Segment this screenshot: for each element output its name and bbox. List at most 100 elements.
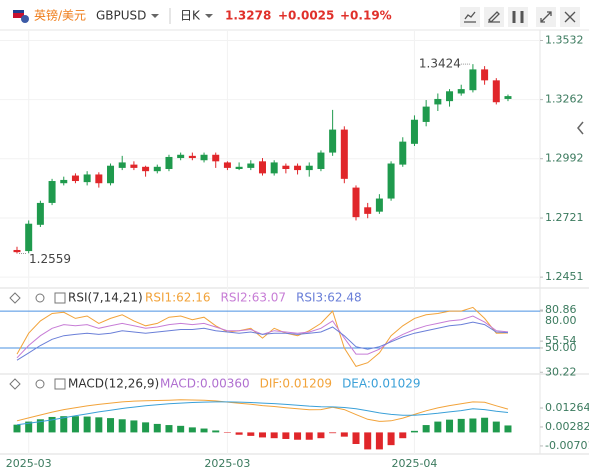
candle-body bbox=[107, 165, 115, 184]
legend-entry: RSI1:62.16 bbox=[145, 291, 211, 305]
candle-body bbox=[399, 141, 407, 165]
histogram-bar bbox=[223, 432, 231, 433]
x-tick-label: 2025-03 bbox=[6, 457, 52, 470]
histogram-bar bbox=[142, 422, 150, 433]
y-tick-label: 30.22 bbox=[545, 365, 577, 378]
histogram-bar bbox=[504, 425, 512, 433]
interval[interactable]: 日K bbox=[180, 9, 201, 23]
gear-icon[interactable] bbox=[35, 293, 45, 303]
gear-icon[interactable] bbox=[35, 379, 45, 389]
y-tick-label: 0.00282 bbox=[545, 420, 589, 433]
y-tick-label: 1.2721 bbox=[545, 211, 584, 224]
y-tick-label: 55.54 bbox=[545, 334, 577, 347]
y-tick-label: 80.00 bbox=[545, 314, 577, 327]
candle-body bbox=[481, 69, 489, 81]
histogram-bar bbox=[107, 418, 115, 433]
rsi-settings bbox=[9, 292, 66, 390]
eye-icon[interactable] bbox=[9, 378, 21, 390]
candle-body bbox=[118, 162, 126, 168]
histogram-bar bbox=[294, 432, 302, 440]
collapse-arrow[interactable] bbox=[577, 121, 584, 135]
histogram-bar bbox=[177, 425, 185, 433]
y-tick-label: 1.2451 bbox=[545, 270, 584, 283]
candle-body bbox=[71, 175, 79, 182]
dropdown-arrow[interactable] bbox=[205, 14, 213, 18]
dropdown-arrow[interactable] bbox=[151, 14, 159, 18]
candle-body bbox=[364, 207, 372, 214]
candle-body bbox=[83, 174, 91, 183]
flag-icon bbox=[13, 10, 29, 23]
symbol-name[interactable]: 英镑/美元 bbox=[34, 8, 86, 23]
histogram-bar bbox=[83, 416, 91, 433]
y-tick-label: 1.3262 bbox=[545, 93, 584, 106]
candle-icon[interactable] bbox=[512, 11, 524, 23]
x-tick-label: 2025-03 bbox=[204, 457, 250, 470]
rsi-title: RSI(7,14,21) bbox=[68, 291, 143, 305]
candle-body bbox=[504, 96, 512, 99]
candle-body bbox=[352, 187, 360, 218]
histogram-bar bbox=[36, 419, 44, 433]
series-line bbox=[16, 306, 509, 367]
legend-entry: DEA:0.01029 bbox=[342, 377, 421, 391]
histogram-bar bbox=[270, 432, 278, 439]
candle-body bbox=[434, 98, 442, 105]
legend-entry: MACD:0.00360 bbox=[160, 377, 250, 391]
histogram-bar bbox=[25, 421, 33, 433]
min-label: 1.2559 bbox=[29, 252, 71, 266]
candle-body bbox=[13, 249, 21, 253]
legend-entry: RSI3:62.48 bbox=[296, 291, 362, 305]
y-tick-label: 50.00 bbox=[545, 341, 577, 354]
series-line bbox=[16, 401, 509, 426]
histogram-bar bbox=[48, 416, 56, 433]
candle-body bbox=[469, 69, 477, 91]
series-line bbox=[16, 321, 509, 361]
x-tick-label: 2025-04 bbox=[391, 457, 437, 470]
histogram-bar bbox=[165, 425, 173, 433]
legend-entry: DIF:0.01209 bbox=[260, 377, 332, 391]
symbol-code[interactable]: GBPUSD bbox=[96, 9, 146, 23]
histogram-bar bbox=[375, 432, 383, 450]
series-line bbox=[16, 399, 509, 422]
candle-body bbox=[153, 166, 161, 172]
change: +0.0025 bbox=[278, 9, 334, 23]
histogram-bar bbox=[329, 432, 337, 434]
candle-body bbox=[95, 174, 103, 184]
histogram-bar bbox=[364, 432, 372, 450]
histogram-bar bbox=[95, 417, 103, 433]
candle-body bbox=[492, 80, 500, 103]
candle-body bbox=[165, 156, 173, 169]
histogram-bar bbox=[282, 432, 290, 439]
histogram-bar bbox=[212, 430, 220, 433]
candle-body bbox=[177, 154, 185, 159]
close-icon[interactable] bbox=[564, 11, 576, 23]
candle-body bbox=[446, 91, 454, 102]
histogram-bar bbox=[118, 419, 126, 433]
candle-body bbox=[48, 181, 56, 203]
histogram-bar bbox=[200, 428, 208, 433]
eye-icon[interactable] bbox=[9, 292, 21, 304]
histogram-bar bbox=[235, 432, 243, 435]
candle-body bbox=[258, 161, 266, 174]
tool-button[interactable] bbox=[484, 7, 504, 27]
indicator-icon[interactable] bbox=[464, 11, 476, 23]
histogram-bar bbox=[317, 432, 325, 439]
candle-body bbox=[294, 165, 302, 171]
histogram-bar bbox=[247, 432, 255, 436]
tool-button[interactable] bbox=[508, 7, 528, 27]
price: 1.3278 bbox=[225, 9, 271, 23]
histogram-bar bbox=[457, 418, 465, 433]
checkbox[interactable] bbox=[54, 292, 66, 304]
candle-body bbox=[188, 155, 196, 159]
histogram-bar bbox=[481, 417, 489, 433]
histogram-bar bbox=[305, 432, 313, 440]
candle-body bbox=[317, 152, 325, 169]
candle-body bbox=[235, 166, 243, 169]
draw-icon[interactable] bbox=[488, 11, 500, 23]
checkbox[interactable] bbox=[54, 378, 66, 390]
histogram-bar bbox=[387, 432, 395, 446]
candle-body bbox=[212, 154, 220, 162]
candle-body bbox=[25, 223, 33, 252]
expand-icon[interactable] bbox=[540, 11, 552, 23]
